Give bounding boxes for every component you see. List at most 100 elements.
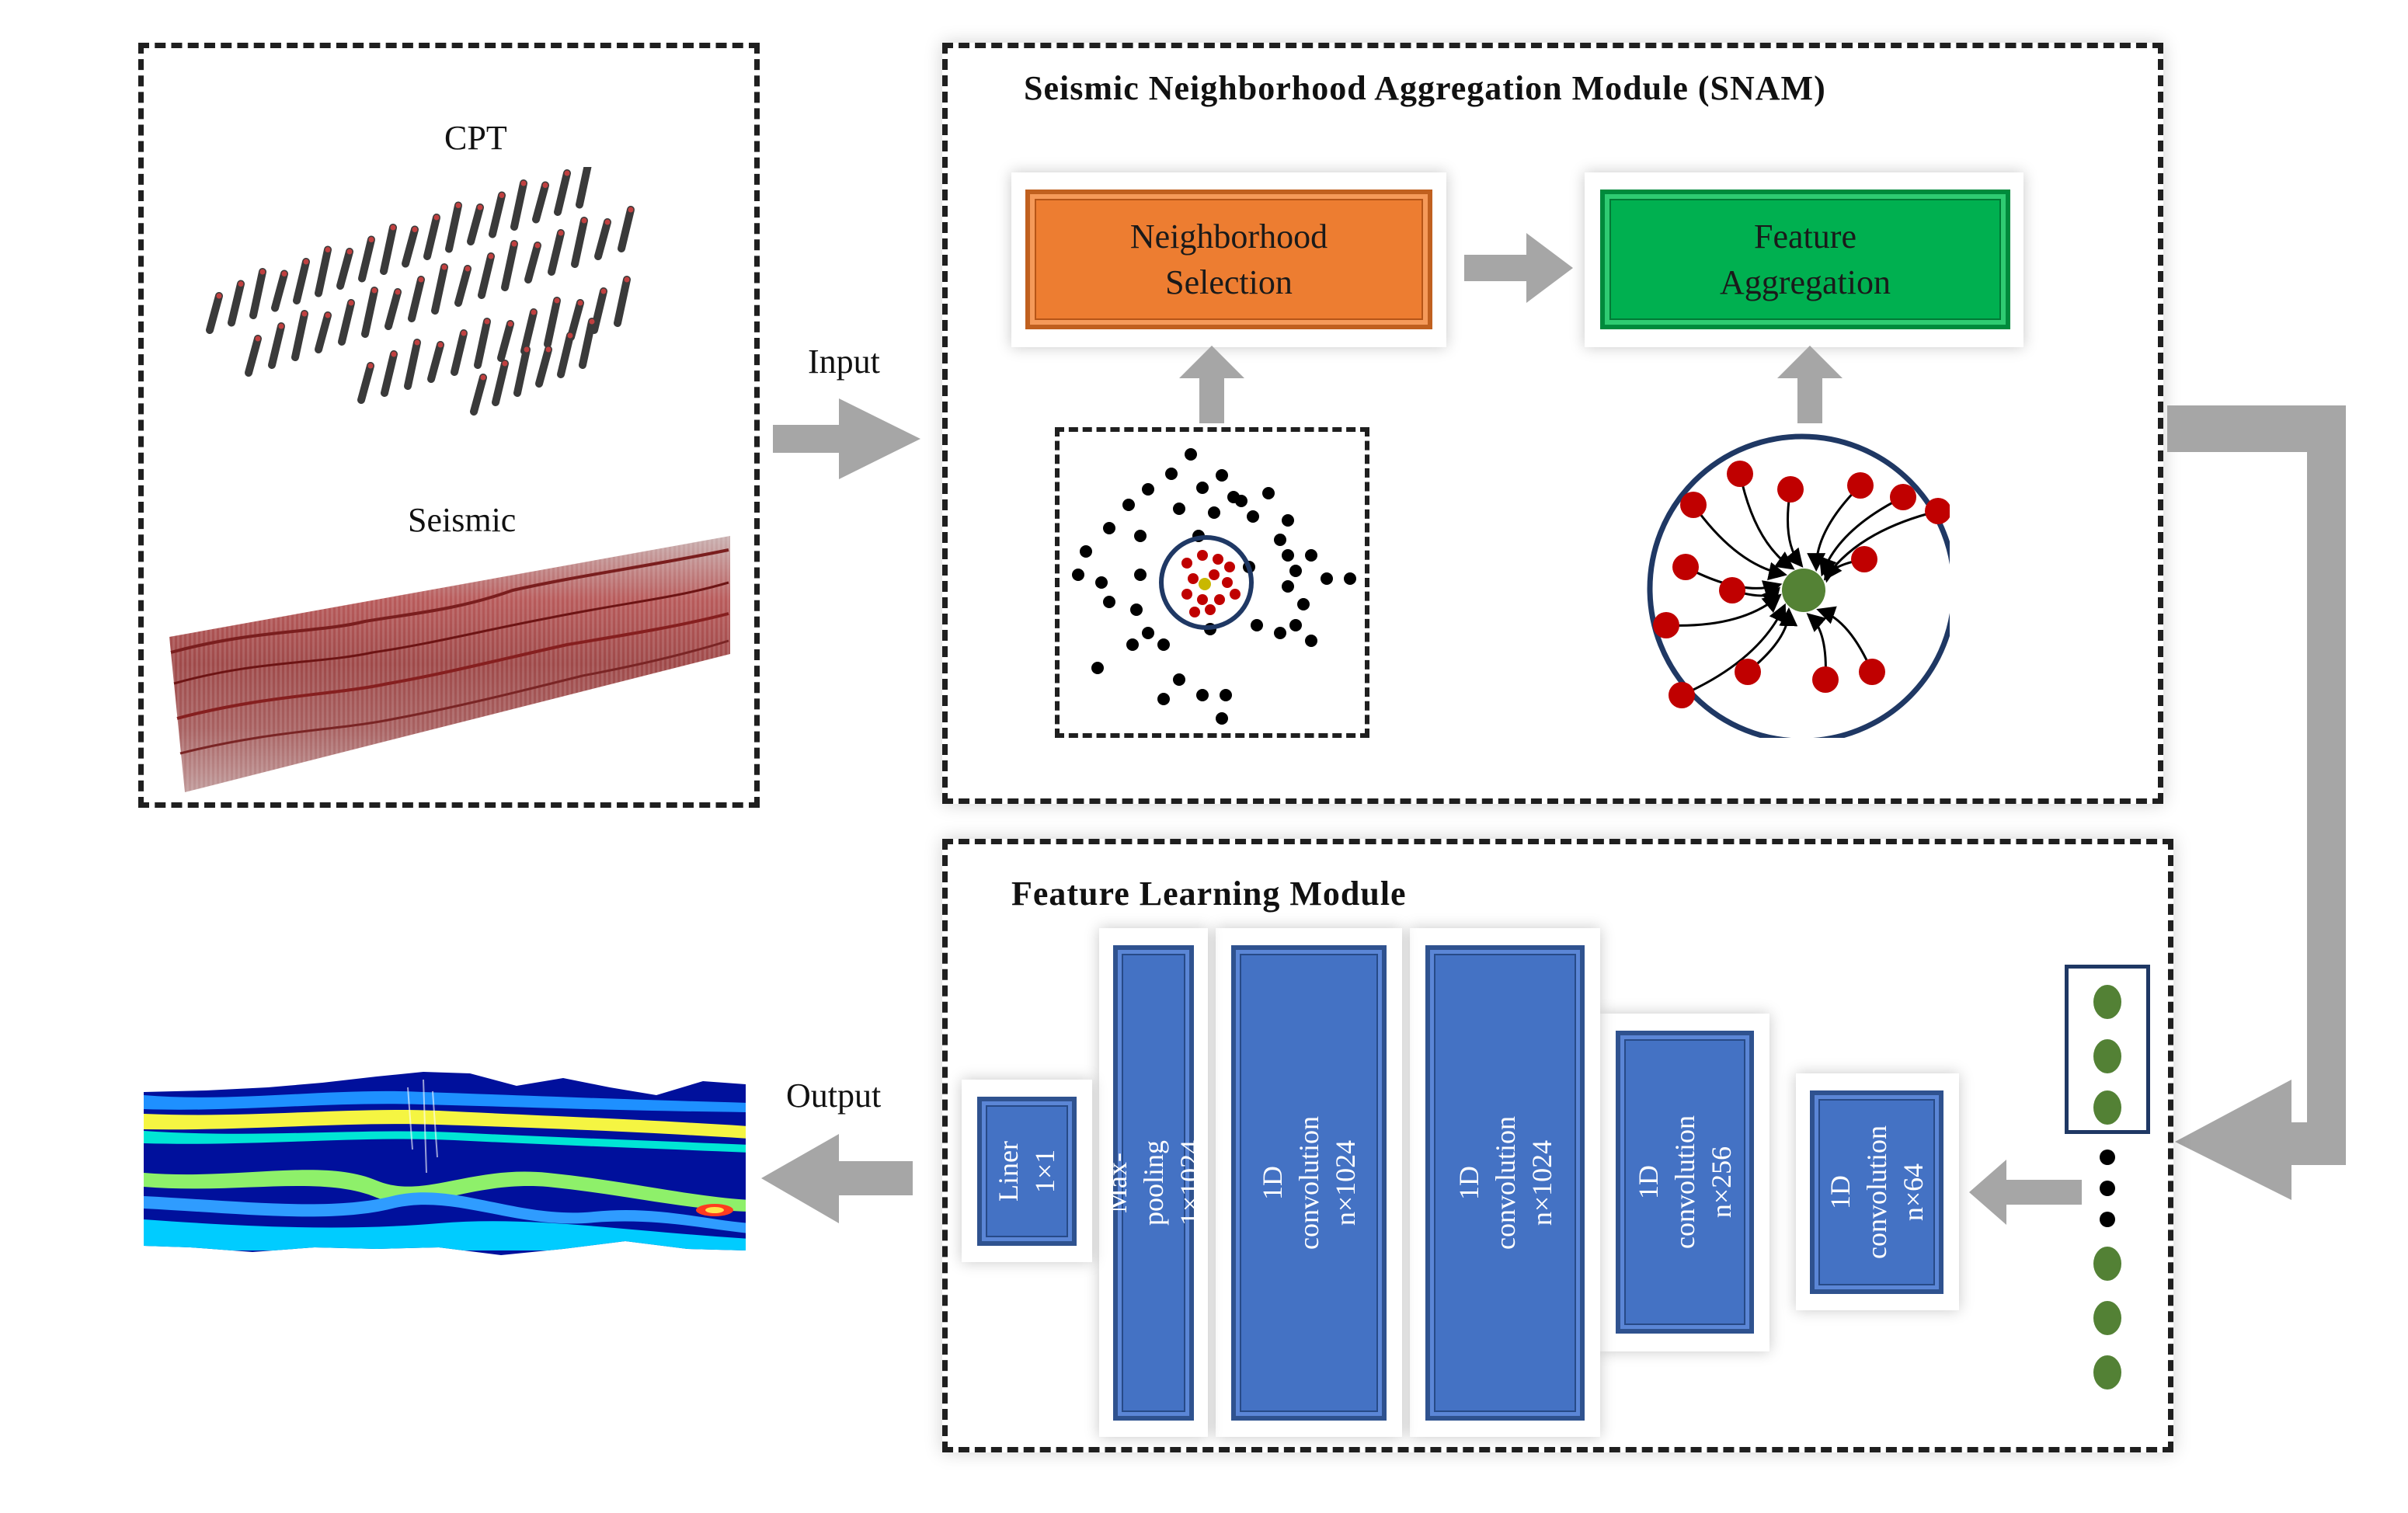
conv1024b-text: 1D convolution n×1024 bbox=[1453, 1116, 1557, 1250]
cpt-borehole-top bbox=[604, 219, 611, 225]
feature-vector-elements bbox=[2093, 985, 2121, 1390]
vector-to-conv-arrow bbox=[1969, 1160, 2082, 1225]
cpt-borehole bbox=[510, 179, 527, 231]
cpt-borehole bbox=[357, 362, 374, 404]
point bbox=[1216, 469, 1228, 482]
maxpool-text: Max-pooling 1×1024 bbox=[1101, 1139, 1206, 1226]
input-arrow bbox=[773, 398, 920, 479]
cpt-borehole bbox=[358, 235, 375, 283]
cpt-borehole-top bbox=[433, 214, 440, 221]
cpt-borehole bbox=[554, 169, 571, 216]
cpt-borehole-top bbox=[545, 346, 552, 353]
cpt-borehole-top bbox=[581, 217, 587, 224]
point bbox=[1080, 545, 1092, 558]
graph-edge bbox=[1738, 473, 1795, 570]
liner-tile: Liner 1×1 bbox=[962, 1080, 1092, 1262]
point-cloud-box bbox=[1055, 427, 1369, 738]
cpt-borehole bbox=[535, 346, 552, 388]
cpt-borehole bbox=[467, 203, 484, 245]
cpt-borehole bbox=[338, 299, 355, 346]
cpt-borehole bbox=[557, 332, 574, 378]
cpt-borehole bbox=[445, 201, 462, 253]
seismic-section-image bbox=[169, 536, 730, 792]
point bbox=[1173, 503, 1185, 515]
point bbox=[1165, 468, 1178, 480]
input-panel bbox=[138, 43, 760, 808]
snam-panel bbox=[942, 43, 2163, 804]
cpt-borehole bbox=[497, 320, 514, 362]
graph-edge bbox=[1818, 496, 1904, 577]
feature-element bbox=[2093, 985, 2121, 1019]
neighbor-point bbox=[1189, 607, 1200, 617]
conv1024b-block: 1D convolution n×1024 bbox=[1425, 945, 1585, 1421]
points-to-selection-arrow bbox=[1179, 346, 1244, 423]
cpt-borehole-top bbox=[303, 259, 309, 265]
cpt-borehole-top bbox=[542, 183, 548, 188]
conv256-block: 1D convolution n×256 bbox=[1616, 1031, 1754, 1334]
conv1024a-tile: 1D convolution n×1024 bbox=[1216, 928, 1402, 1437]
point bbox=[1185, 448, 1197, 461]
conv1024a-text: 1D convolution n×1024 bbox=[1256, 1116, 1361, 1250]
cpt-borehole bbox=[423, 214, 440, 260]
conv64-tile: 1D convolution n×64 bbox=[1796, 1073, 1959, 1310]
conv64-text: 1D convolution n×64 bbox=[1824, 1125, 1929, 1259]
cpt-borehole bbox=[579, 318, 596, 369]
cpt-borehole-top bbox=[465, 266, 471, 272]
graph-edge bbox=[1681, 603, 1787, 697]
graph-neighbor-node bbox=[1669, 682, 1695, 708]
graph-edge bbox=[1807, 484, 1862, 572]
cpt-borehole bbox=[268, 322, 285, 369]
cpt-borehole bbox=[206, 292, 223, 334]
point bbox=[1142, 627, 1154, 639]
neighbor-point bbox=[1209, 569, 1220, 580]
cpt-borehole bbox=[293, 258, 310, 304]
cpt-borehole-top bbox=[628, 207, 634, 213]
cpt-borehole bbox=[427, 341, 444, 383]
cpt-borehole bbox=[474, 318, 491, 369]
liner-block: Liner 1×1 bbox=[977, 1097, 1077, 1246]
point bbox=[1305, 549, 1317, 562]
neighborhood-radius-circle bbox=[1159, 535, 1254, 630]
cpt-borehole-top bbox=[395, 289, 401, 295]
cpt-borehole-top bbox=[477, 204, 483, 210]
cpt-borehole bbox=[408, 276, 425, 322]
cpt-borehole-top bbox=[238, 281, 244, 287]
cpt-borehole-top bbox=[281, 271, 287, 277]
feature-vector bbox=[2093, 985, 2121, 1390]
point bbox=[1289, 619, 1302, 631]
cpt-borehole bbox=[548, 229, 565, 276]
cpt-borehole-top bbox=[461, 330, 467, 336]
point bbox=[1274, 534, 1286, 546]
point bbox=[1262, 487, 1275, 499]
cpt-borehole bbox=[249, 268, 266, 319]
cpt-borehole-top bbox=[346, 249, 353, 255]
maxpool-block: Max-pooling 1×1024 bbox=[1101, 945, 1205, 1421]
cpt-borehole-top bbox=[507, 321, 513, 327]
point bbox=[1122, 499, 1135, 511]
point bbox=[1344, 572, 1356, 585]
cpt-borehole bbox=[571, 217, 588, 268]
cpt-borehole-top bbox=[348, 300, 354, 306]
cpt-borehole-top bbox=[371, 287, 378, 294]
point bbox=[1321, 572, 1333, 585]
cpt-borehole-top bbox=[441, 264, 447, 270]
cpt-borehole-top bbox=[499, 193, 505, 198]
aggregation-graph bbox=[1647, 433, 1950, 738]
cpt-borehole-top bbox=[600, 288, 607, 294]
cpt-borehole-top bbox=[534, 242, 541, 249]
neighbor-point bbox=[1230, 589, 1241, 600]
point bbox=[1126, 638, 1139, 651]
cpt-borehole-group bbox=[206, 167, 635, 416]
cpt-borehole-top bbox=[455, 203, 461, 208]
ellipsis-dot bbox=[2100, 1212, 2115, 1227]
point-cloud-points bbox=[1072, 448, 1356, 725]
feature-element bbox=[2093, 1039, 2121, 1073]
cpt-borehole bbox=[451, 329, 468, 376]
graph-neighbor-nodes bbox=[1653, 461, 1950, 708]
point bbox=[1282, 580, 1294, 593]
cpt-borehole bbox=[385, 288, 402, 330]
input-arrow-label: Input bbox=[808, 343, 880, 381]
neighborhood-selection-text: Neighborhood Selection bbox=[1129, 217, 1328, 301]
graph-neighbor-node bbox=[1653, 612, 1679, 638]
